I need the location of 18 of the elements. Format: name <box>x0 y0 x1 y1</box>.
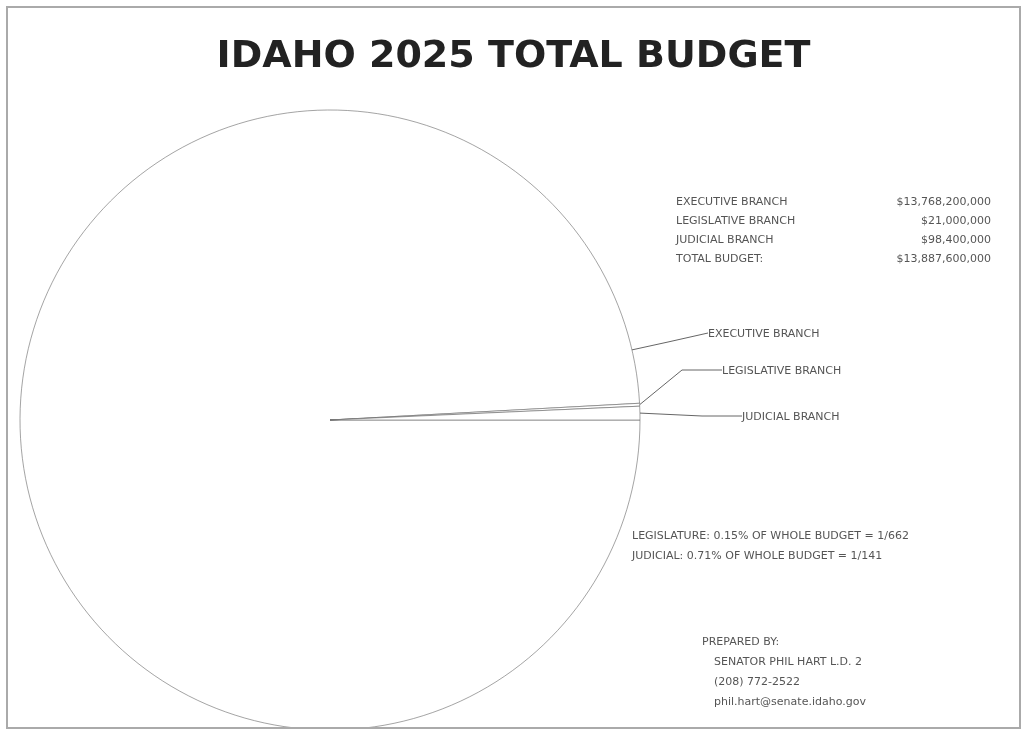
text: SENATOR PHIL HART L.D. 2 <box>714 655 863 668</box>
chart-title: IDAHO 2025 TOTAL BUDGET <box>216 32 811 76</box>
slice-label: EXECUTIVE BRANCH <box>676 195 788 208</box>
text: JUDICIAL: 0.71% OF WHOLE BUDGET = 1/141 <box>631 549 883 562</box>
category-label: LEGISLATIVE BRANCH <box>676 214 796 227</box>
slice-label: LEGISLATIVE BRANCH <box>722 363 842 377</box>
text: LEGISLATURE: 0.15% OF WHOLE BUDGET = 1/662 <box>632 529 909 542</box>
text: $13,768,200,000 <box>896 195 992 208</box>
slice-label: EXECUTIVE BRANCH <box>708 326 820 340</box>
text: (208) 772-2522 <box>714 675 801 688</box>
text: $98,400,000 <box>921 233 991 246</box>
text: $21,000,000 <box>921 214 991 227</box>
category-label: JUDICIAL BRANCH <box>676 233 774 246</box>
text: TOTAL BUDGET: <box>675 252 764 265</box>
text: $13,887,600,000 <box>896 252 992 265</box>
text: phil.hart@senate.idaho.gov <box>714 695 867 708</box>
slice-label: JUDICIAL BRANCH <box>741 409 840 423</box>
text: PREPARED BY: <box>702 635 780 648</box>
